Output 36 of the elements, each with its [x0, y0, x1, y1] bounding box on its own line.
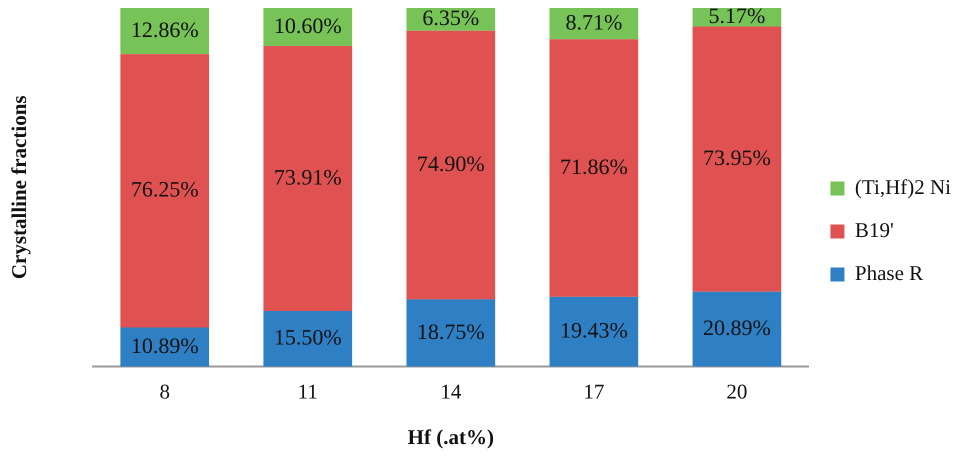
data-label: 10.60% — [274, 12, 342, 38]
legend-label: (Ti,Hf)2 Ni — [854, 175, 952, 200]
data-label: 74.90% — [416, 150, 485, 176]
bar — [406, 30, 496, 300]
x-axis-title: Hf (.at%) — [408, 424, 494, 449]
y-axis-title: Crystalline fractions — [7, 95, 32, 280]
x-tick-label: 14 — [440, 380, 462, 404]
bar — [263, 46, 352, 312]
data-label: 20.89% — [702, 314, 771, 340]
data-label: 8.71% — [565, 9, 622, 34]
data-label: 73.95% — [702, 144, 771, 170]
bar — [692, 292, 782, 367]
bar — [120, 8, 210, 54]
legend-label: B19' — [854, 218, 894, 242]
data-label: 12.86% — [130, 16, 199, 42]
bar — [406, 299, 496, 367]
data-label: 73.91% — [274, 164, 342, 190]
data-label: 6.35% — [422, 5, 480, 30]
data-label: 15.50% — [274, 324, 342, 350]
data-label: 19.43% — [560, 318, 628, 343]
data-label: 10.89% — [130, 332, 199, 358]
legend-label: Phase R — [854, 261, 924, 286]
x-tick-label: 20 — [726, 380, 748, 404]
x-tick-label: 8 — [159, 380, 170, 404]
bar — [263, 311, 352, 367]
data-label: 5.17% — [708, 3, 766, 28]
bar — [692, 26, 782, 292]
bar — [550, 39, 638, 297]
x-tick-label: 11 — [298, 380, 318, 404]
bar — [550, 296, 638, 367]
data-label: 18.75% — [416, 318, 485, 344]
x-tick-label: 17 — [583, 380, 604, 404]
data-label: 71.86% — [560, 154, 628, 179]
bar — [120, 54, 210, 328]
bar — [550, 8, 638, 40]
data-label: 76.25% — [130, 176, 199, 202]
